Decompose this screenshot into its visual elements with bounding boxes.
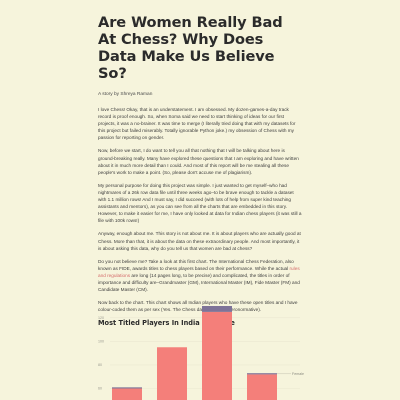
y-tick-120: 120 (98, 316, 104, 320)
y-tick-80: 80 (98, 363, 102, 367)
paragraph-3: My personal purpose for doing this proje… (98, 182, 302, 224)
article-title: Are Women Really Bad At Chess? Why Does … (98, 14, 283, 82)
annotation-female: Female (292, 372, 304, 376)
bar-male-4 (247, 374, 277, 400)
bar-male-2 (157, 347, 187, 400)
paragraph-4: Anyway, enough about me. This story is n… (98, 231, 301, 251)
article: Are Women Really Bad At Chess? Why Does … (98, 14, 302, 327)
bar-female-1 (112, 387, 142, 389)
chart-title: Most Titled Players In India Are Male (98, 319, 235, 328)
rules-link[interactable]: rules and regulations (98, 265, 300, 278)
bar-male-3 (202, 311, 232, 400)
bar-female-3 (202, 306, 232, 312)
bar-female-4 (247, 373, 277, 375)
paragraph-5: Do you not believe me? Take a look at th… (98, 258, 302, 293)
paragraph-2: Now, before we start, I do want to tell … (98, 148, 299, 175)
paragraph-5-end: are long (14 pages long, to be precise) … (98, 272, 300, 293)
paragraph-1: I love Chess! Okay, that is an understat… (98, 107, 296, 141)
bar-male-1 (112, 388, 142, 400)
titled-players-chart: 120100806040Female (98, 306, 304, 400)
byline: A story by Shreya Raman (98, 92, 153, 97)
y-tick-60: 60 (98, 387, 102, 391)
paragraph-6: Now back to the chart. This chart shows … (98, 300, 298, 313)
y-tick-100: 100 (98, 340, 104, 344)
paragraph-5-start: Do you not believe me? Take a look at th… (98, 258, 294, 271)
